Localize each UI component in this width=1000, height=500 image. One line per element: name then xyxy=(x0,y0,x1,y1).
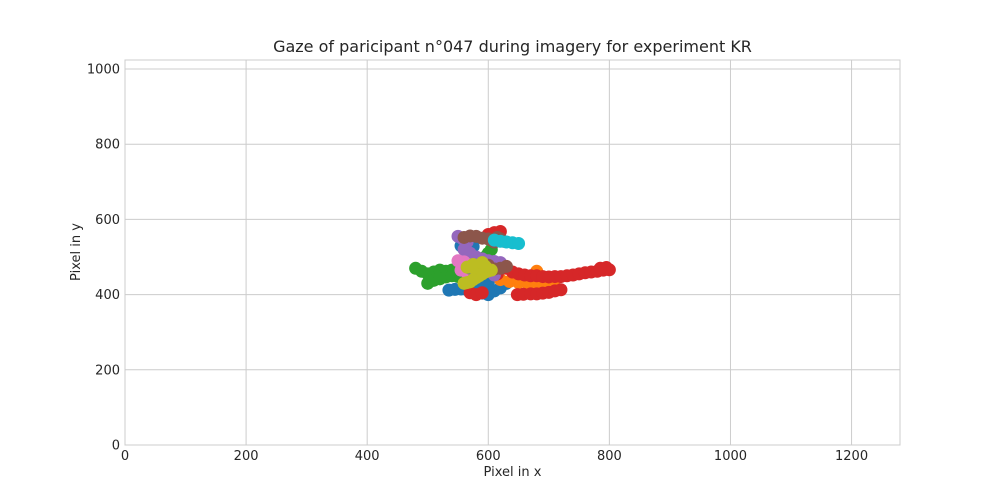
gaze-point xyxy=(475,256,489,270)
x-tick-labels: 0 200 400 600 800 1000 1200 xyxy=(121,449,868,464)
x-tick-label: 1000 xyxy=(714,449,747,464)
grid-lines xyxy=(124,60,900,446)
x-tick-label: 1200 xyxy=(835,449,868,464)
gaze-point xyxy=(512,236,526,250)
x-tick-label: 400 xyxy=(355,449,380,464)
gaze-point xyxy=(475,286,489,300)
gaze-point xyxy=(554,283,568,297)
y-tick-labels: 0 200 400 600 800 1000 xyxy=(87,63,120,454)
y-tick-label: 600 xyxy=(95,213,120,228)
x-tick-label: 600 xyxy=(476,449,501,464)
x-tick-label: 200 xyxy=(234,449,259,464)
gaze-series-9 xyxy=(457,256,498,290)
x-tick-label: 800 xyxy=(597,449,622,464)
x-tick-label: 0 xyxy=(121,449,129,464)
gaze-point xyxy=(593,261,607,275)
y-axis-label: Pixel in y xyxy=(69,223,84,281)
data-points xyxy=(409,224,616,302)
y-tick-label: 800 xyxy=(95,138,120,153)
y-tick-label: 1000 xyxy=(87,63,120,78)
y-tick-label: 0 xyxy=(112,439,120,454)
x-axis-label: Pixel in x xyxy=(484,465,542,480)
y-tick-label: 200 xyxy=(95,363,120,378)
gaze-series-10 xyxy=(487,233,526,250)
plot-frame xyxy=(124,59,901,446)
y-tick-label: 400 xyxy=(95,288,120,303)
chart-title: Gaze of paricipant n°047 during imagery … xyxy=(273,37,752,56)
